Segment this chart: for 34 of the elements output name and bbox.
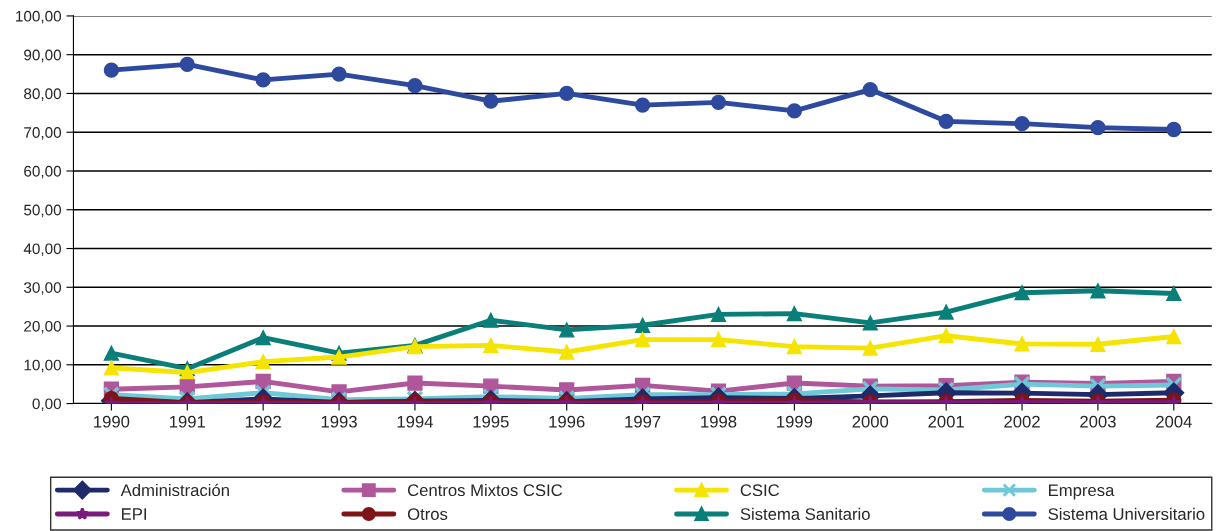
- legend-label: Empresa: [1049, 484, 1115, 500]
- x-tick-label: 1995: [473, 415, 509, 428]
- y-tick-label: 90,00: [24, 49, 62, 63]
- y-tick-label: 100,00: [16, 10, 62, 24]
- x-tick-label: 1994: [397, 415, 433, 428]
- legend-label: Otros: [407, 508, 448, 520]
- legend-label: Sistema Universitario: [1048, 507, 1205, 520]
- x-tick-label: 2004: [1156, 415, 1192, 428]
- legend-label: Centros Mixtos CSIC: [407, 483, 563, 497]
- legend-label: Sistema Sanitario: [740, 507, 870, 520]
- x-tick-label: 2002: [1004, 415, 1040, 428]
- y-tick-label: 40,00: [23, 243, 62, 256]
- x-tick-label: 1996: [549, 415, 585, 428]
- y-tick-label: 0,00: [32, 398, 62, 412]
- y-tick-label: 50,00: [24, 204, 62, 218]
- x-tick-label: 2000: [852, 415, 889, 428]
- x-tick-label: 1991: [170, 415, 205, 428]
- y-tick-label: 60,00: [24, 165, 62, 179]
- x-tick-label: 1999: [777, 415, 813, 428]
- legend-label: Administración: [120, 483, 229, 497]
- y-tick-label: 80,00: [24, 88, 62, 101]
- y-tick-label: 30,00: [23, 282, 62, 295]
- x-tick-label: 2003: [1080, 415, 1116, 428]
- x-tick-label: 1992: [245, 415, 281, 428]
- legend-label: CSIC: [740, 484, 780, 497]
- x-tick-label: 2001: [928, 415, 964, 428]
- x-tick-label: 1998: [701, 415, 737, 428]
- x-tick-label: 1997: [625, 415, 661, 428]
- legend-label: EPI: [122, 508, 146, 520]
- y-tick-label: 10,00: [24, 359, 62, 373]
- x-tick-label: 1990: [94, 415, 130, 428]
- x-tick-label: 1993: [321, 415, 357, 428]
- y-tick-label: 70,00: [24, 127, 62, 140]
- y-tick-label: 20,00: [24, 320, 62, 334]
